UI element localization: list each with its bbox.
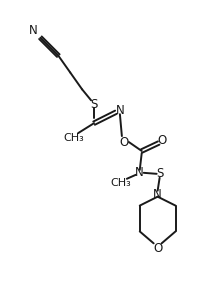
Text: CH₃: CH₃ bbox=[110, 178, 131, 188]
Text: S: S bbox=[156, 167, 163, 180]
Text: N: N bbox=[134, 166, 143, 179]
Text: CH₃: CH₃ bbox=[64, 133, 85, 143]
Text: O: O bbox=[153, 242, 162, 255]
Text: N: N bbox=[115, 104, 124, 117]
Text: N: N bbox=[29, 24, 38, 37]
Text: N: N bbox=[153, 188, 162, 201]
Text: O: O bbox=[157, 133, 166, 146]
Text: S: S bbox=[90, 98, 98, 111]
Text: O: O bbox=[119, 136, 129, 148]
